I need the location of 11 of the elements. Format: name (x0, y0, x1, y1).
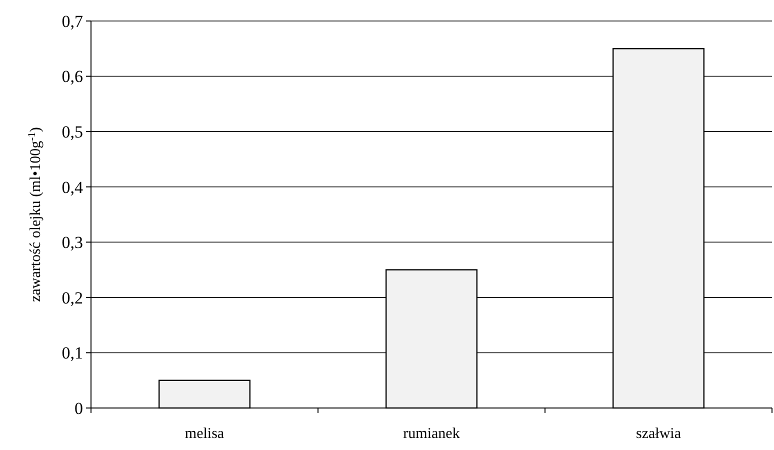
y-tick-label: 0,2 (62, 288, 83, 308)
y-tick-label: 0,4 (62, 178, 84, 197)
y-tick-label: 0,3 (62, 233, 83, 252)
y-tick-label: 0,6 (62, 67, 83, 86)
x-tick-label: rumianek (403, 426, 460, 442)
y-tick-label: 0,1 (62, 344, 83, 363)
y-tick-label: 0 (74, 398, 83, 418)
y-tick-label: 0,5 (62, 122, 83, 142)
y-tick-label: 0,7 (62, 12, 84, 31)
x-tick-label: melisa (184, 426, 224, 442)
x-tick-label: szałwia (636, 426, 682, 442)
